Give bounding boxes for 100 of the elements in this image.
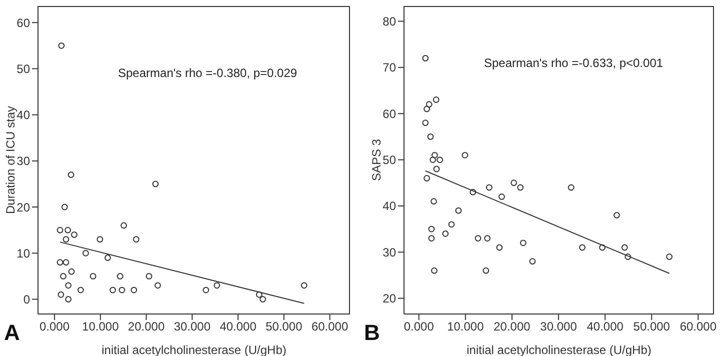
point [62, 236, 70, 243]
x-tick-label: 30.000 [540, 320, 578, 334]
point [614, 212, 620, 218]
point [424, 106, 430, 112]
point [482, 267, 490, 274]
x-tick-label: 20.000 [494, 320, 531, 334]
x-tick-label: 60.000 [680, 320, 717, 334]
point [256, 291, 262, 298]
point [448, 221, 455, 228]
point [77, 286, 84, 294]
point [422, 120, 429, 126]
point [132, 236, 140, 243]
point [431, 267, 438, 274]
point [510, 180, 518, 186]
point [60, 272, 66, 280]
y-tick-label: 40 [16, 108, 30, 122]
point [65, 282, 72, 289]
point [116, 272, 124, 280]
point [498, 194, 505, 200]
point [455, 207, 462, 214]
x-tick-label: 40.000 [586, 320, 624, 334]
x-tick-label: 20.000 [128, 320, 165, 334]
x-tick-label: 50.000 [266, 320, 303, 334]
point [152, 180, 159, 188]
annotation: Spearman's rho =-0.380, p=0.029 [118, 66, 298, 80]
point [568, 184, 574, 191]
point [442, 230, 449, 237]
point [624, 254, 632, 260]
y-tick-label: 60 [382, 106, 396, 121]
y-axis-title: SAPS 3 [369, 138, 384, 182]
point [58, 42, 65, 49]
point [68, 172, 74, 178]
point [202, 286, 210, 294]
point [428, 226, 435, 232]
point [579, 244, 586, 251]
point [436, 156, 444, 163]
x-tick-label: 10.000 [447, 320, 484, 334]
point [496, 244, 503, 251]
point [427, 133, 434, 140]
point [120, 222, 127, 229]
point [428, 235, 435, 242]
point [517, 184, 524, 191]
point [58, 291, 64, 298]
point [621, 244, 628, 251]
point [146, 272, 152, 280]
point [430, 156, 436, 163]
point [474, 235, 482, 242]
text: B [364, 320, 380, 346]
point [430, 198, 437, 205]
point [65, 296, 72, 302]
y-tick-label: 10 [16, 246, 30, 260]
point [432, 96, 440, 103]
point [214, 282, 220, 289]
point [154, 282, 161, 289]
point [599, 244, 606, 251]
y-tick-label: 0 [23, 292, 30, 307]
point [82, 250, 89, 256]
y-tick-label: 50 [382, 153, 396, 168]
annotation: Spearman's rho =-0.633, p<0.001 [484, 56, 664, 70]
point [260, 296, 266, 302]
y-tick-label: 40 [382, 199, 396, 214]
point [424, 175, 430, 182]
point [470, 188, 476, 196]
point [56, 259, 64, 266]
point [462, 152, 468, 158]
x-tick-label: 50.000 [633, 320, 670, 334]
x-tick-label: 0.000 [404, 320, 434, 334]
point [110, 286, 116, 294]
y-tick-label: 60 [16, 16, 30, 30]
point [486, 184, 492, 191]
x-tick-label: 40.000 [220, 320, 257, 334]
point [96, 236, 104, 243]
y-tick-label: 70 [382, 60, 396, 75]
point [432, 152, 438, 158]
y-tick-label: 80 [382, 14, 396, 28]
point [422, 54, 429, 62]
point [71, 231, 78, 238]
point [118, 286, 126, 294]
y-tick-label: 50 [16, 62, 30, 76]
y-tick-label: 20 [16, 200, 30, 214]
text: A [4, 320, 20, 346]
point [64, 226, 72, 234]
y-tick-label: 30 [16, 154, 30, 168]
x-tick-label: 30.000 [174, 320, 211, 334]
x-tick-label: 60.000 [311, 320, 348, 334]
point [300, 282, 308, 289]
point [56, 226, 64, 234]
x-tick-label: 0.000 [40, 320, 70, 334]
point [484, 235, 491, 242]
y-tick-label: 30 [382, 245, 396, 260]
point [61, 204, 68, 210]
x-tick-label: 10.000 [82, 320, 120, 334]
point [90, 272, 96, 280]
point [433, 166, 440, 172]
point [104, 254, 111, 261]
point [520, 240, 526, 246]
point [426, 101, 432, 108]
point [130, 286, 138, 294]
y-axis-title: Duration of ICU stay [3, 106, 18, 214]
y-tick-label: 20 [382, 292, 396, 306]
